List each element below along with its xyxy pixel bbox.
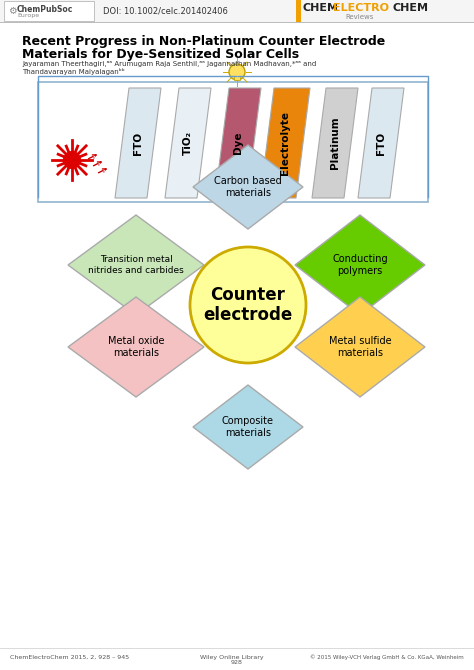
Text: Composite
materials: Composite materials — [222, 416, 274, 438]
Text: Jayaraman Theerthagiri,ᵃᵃ Arumugam Raja Senthil,ᵃᵃ Jagannathan Madhavan,*ᵃᵃ and: Jayaraman Theerthagiri,ᵃᵃ Arumugam Raja … — [22, 61, 316, 67]
Text: CHEM: CHEM — [393, 3, 429, 13]
Polygon shape — [165, 88, 211, 198]
Text: Electrolyte: Electrolyte — [280, 111, 290, 175]
Text: FTO: FTO — [133, 131, 143, 155]
Text: Wiley Online Library: Wiley Online Library — [200, 655, 264, 659]
Text: Thandavarayan Maiyalaganᵇᵇ: Thandavarayan Maiyalaganᵇᵇ — [22, 68, 125, 75]
Polygon shape — [312, 88, 358, 198]
Text: Counter
electrode: Counter electrode — [203, 285, 292, 324]
Text: © 2015 Wiley-VCH Verlag GmbH & Co. KGaA, Weinheim: © 2015 Wiley-VCH Verlag GmbH & Co. KGaA,… — [310, 654, 464, 660]
Text: 928: 928 — [231, 661, 243, 665]
Polygon shape — [358, 88, 404, 198]
Text: DOI: 10.1002/celc.201402406: DOI: 10.1002/celc.201402406 — [102, 7, 228, 15]
Polygon shape — [68, 215, 204, 315]
Polygon shape — [295, 215, 425, 315]
Polygon shape — [215, 88, 261, 198]
FancyBboxPatch shape — [4, 1, 94, 21]
Polygon shape — [193, 385, 303, 469]
Text: Dye: Dye — [233, 132, 243, 154]
Text: Carbon based
materials: Carbon based materials — [214, 176, 282, 198]
Text: ChemElectroChem 2015, 2, 928 – 945: ChemElectroChem 2015, 2, 928 – 945 — [10, 655, 129, 659]
Text: ELECTRO: ELECTRO — [333, 3, 389, 13]
Text: Metal oxide
materials: Metal oxide materials — [108, 336, 164, 358]
Text: ChemPubSoc: ChemPubSoc — [17, 5, 73, 13]
Text: Recent Progress in Non-Platinum Counter Electrode: Recent Progress in Non-Platinum Counter … — [22, 35, 385, 48]
Text: Metal sulfide
materials: Metal sulfide materials — [328, 336, 392, 358]
FancyBboxPatch shape — [296, 0, 301, 22]
Polygon shape — [193, 145, 303, 229]
Circle shape — [63, 151, 81, 169]
FancyBboxPatch shape — [0, 0, 474, 22]
Text: CHEM: CHEM — [303, 3, 339, 13]
Polygon shape — [260, 88, 310, 198]
FancyBboxPatch shape — [38, 82, 428, 202]
Text: TiO₂: TiO₂ — [183, 131, 193, 155]
Text: Platinum: Platinum — [330, 117, 340, 170]
Text: FTO: FTO — [376, 131, 386, 155]
Text: Conducting
polymers: Conducting polymers — [332, 254, 388, 276]
Text: Transition metal
nitrides and carbides: Transition metal nitrides and carbides — [88, 255, 184, 275]
Circle shape — [190, 247, 306, 363]
Text: Europe: Europe — [17, 13, 39, 19]
Polygon shape — [295, 297, 425, 397]
Polygon shape — [68, 297, 204, 397]
Polygon shape — [115, 88, 161, 198]
Circle shape — [229, 64, 245, 80]
FancyBboxPatch shape — [234, 76, 240, 80]
Text: Materials for Dye-Sensitized Solar Cells: Materials for Dye-Sensitized Solar Cells — [22, 48, 299, 61]
Text: ⚙: ⚙ — [8, 6, 17, 16]
Text: Reviews: Reviews — [346, 14, 374, 20]
